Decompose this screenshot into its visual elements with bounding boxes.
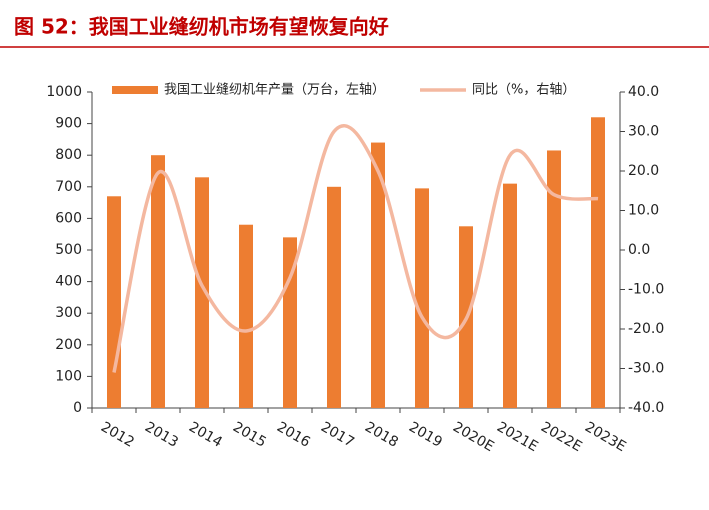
line [112,124,599,373]
y2-tick-label: 10.0 [628,203,659,219]
y2-tick-label: 0.0 [628,242,650,258]
x-tick-label: 2020E [450,419,497,455]
bar [591,117,605,408]
y2-tick-label: -40.0 [628,400,664,416]
x-tick-label: 2015 [230,419,269,451]
bar [327,186,341,408]
y2-tick-label: 30.0 [628,124,659,140]
bar [547,150,561,408]
y-tick-label: 500 [55,242,82,258]
y-tick-label: 400 [55,274,82,290]
x-tick-label: 2019 [406,419,445,451]
x-tick-label: 2018 [362,419,401,451]
y-tick-label: 600 [55,210,82,226]
y-tick-label: 300 [55,305,82,321]
y-tick-label: 0 [73,400,82,416]
y2-tick-label: -10.0 [628,282,664,298]
x-tick-label: 2016 [274,419,313,451]
bar [283,237,297,408]
y-tick-label: 1000 [46,84,82,100]
x-tick-label: 2012 [98,419,137,451]
x-tick-label: 2022E [538,419,585,455]
x-tick-label: 2014 [186,419,225,451]
x-tick-label: 2013 [142,419,181,451]
x-tick-label: 2023E [582,419,629,455]
y-tick-label: 900 [55,116,82,132]
bar [107,196,121,408]
y-tick-label: 800 [55,147,82,163]
y2-tick-label: 20.0 [628,163,659,179]
bar [239,224,253,408]
legend-label: 我国工业缝纫机年产量（万台，左轴） [164,83,385,98]
legend-swatch [112,86,158,94]
x-tick-label: 2021E [494,419,541,455]
y-tick-label: 100 [55,368,82,384]
y2-tick-label: -30.0 [628,361,664,377]
chart-title: 图 52：我国工业缝纫机市场有望恢复向好 [14,15,389,39]
x-tick-label: 2017 [318,419,357,451]
y2-tick-label: 40.0 [628,84,659,100]
bar [151,155,165,408]
y-tick-label: 200 [55,337,82,353]
bar [195,177,209,408]
y-tick-label: 700 [55,179,82,195]
bar [371,142,385,408]
bar [415,188,429,408]
y2-tick-label: -20.0 [628,321,664,337]
legend-label: 同比（%，右轴） [472,83,575,98]
bar [503,183,517,408]
